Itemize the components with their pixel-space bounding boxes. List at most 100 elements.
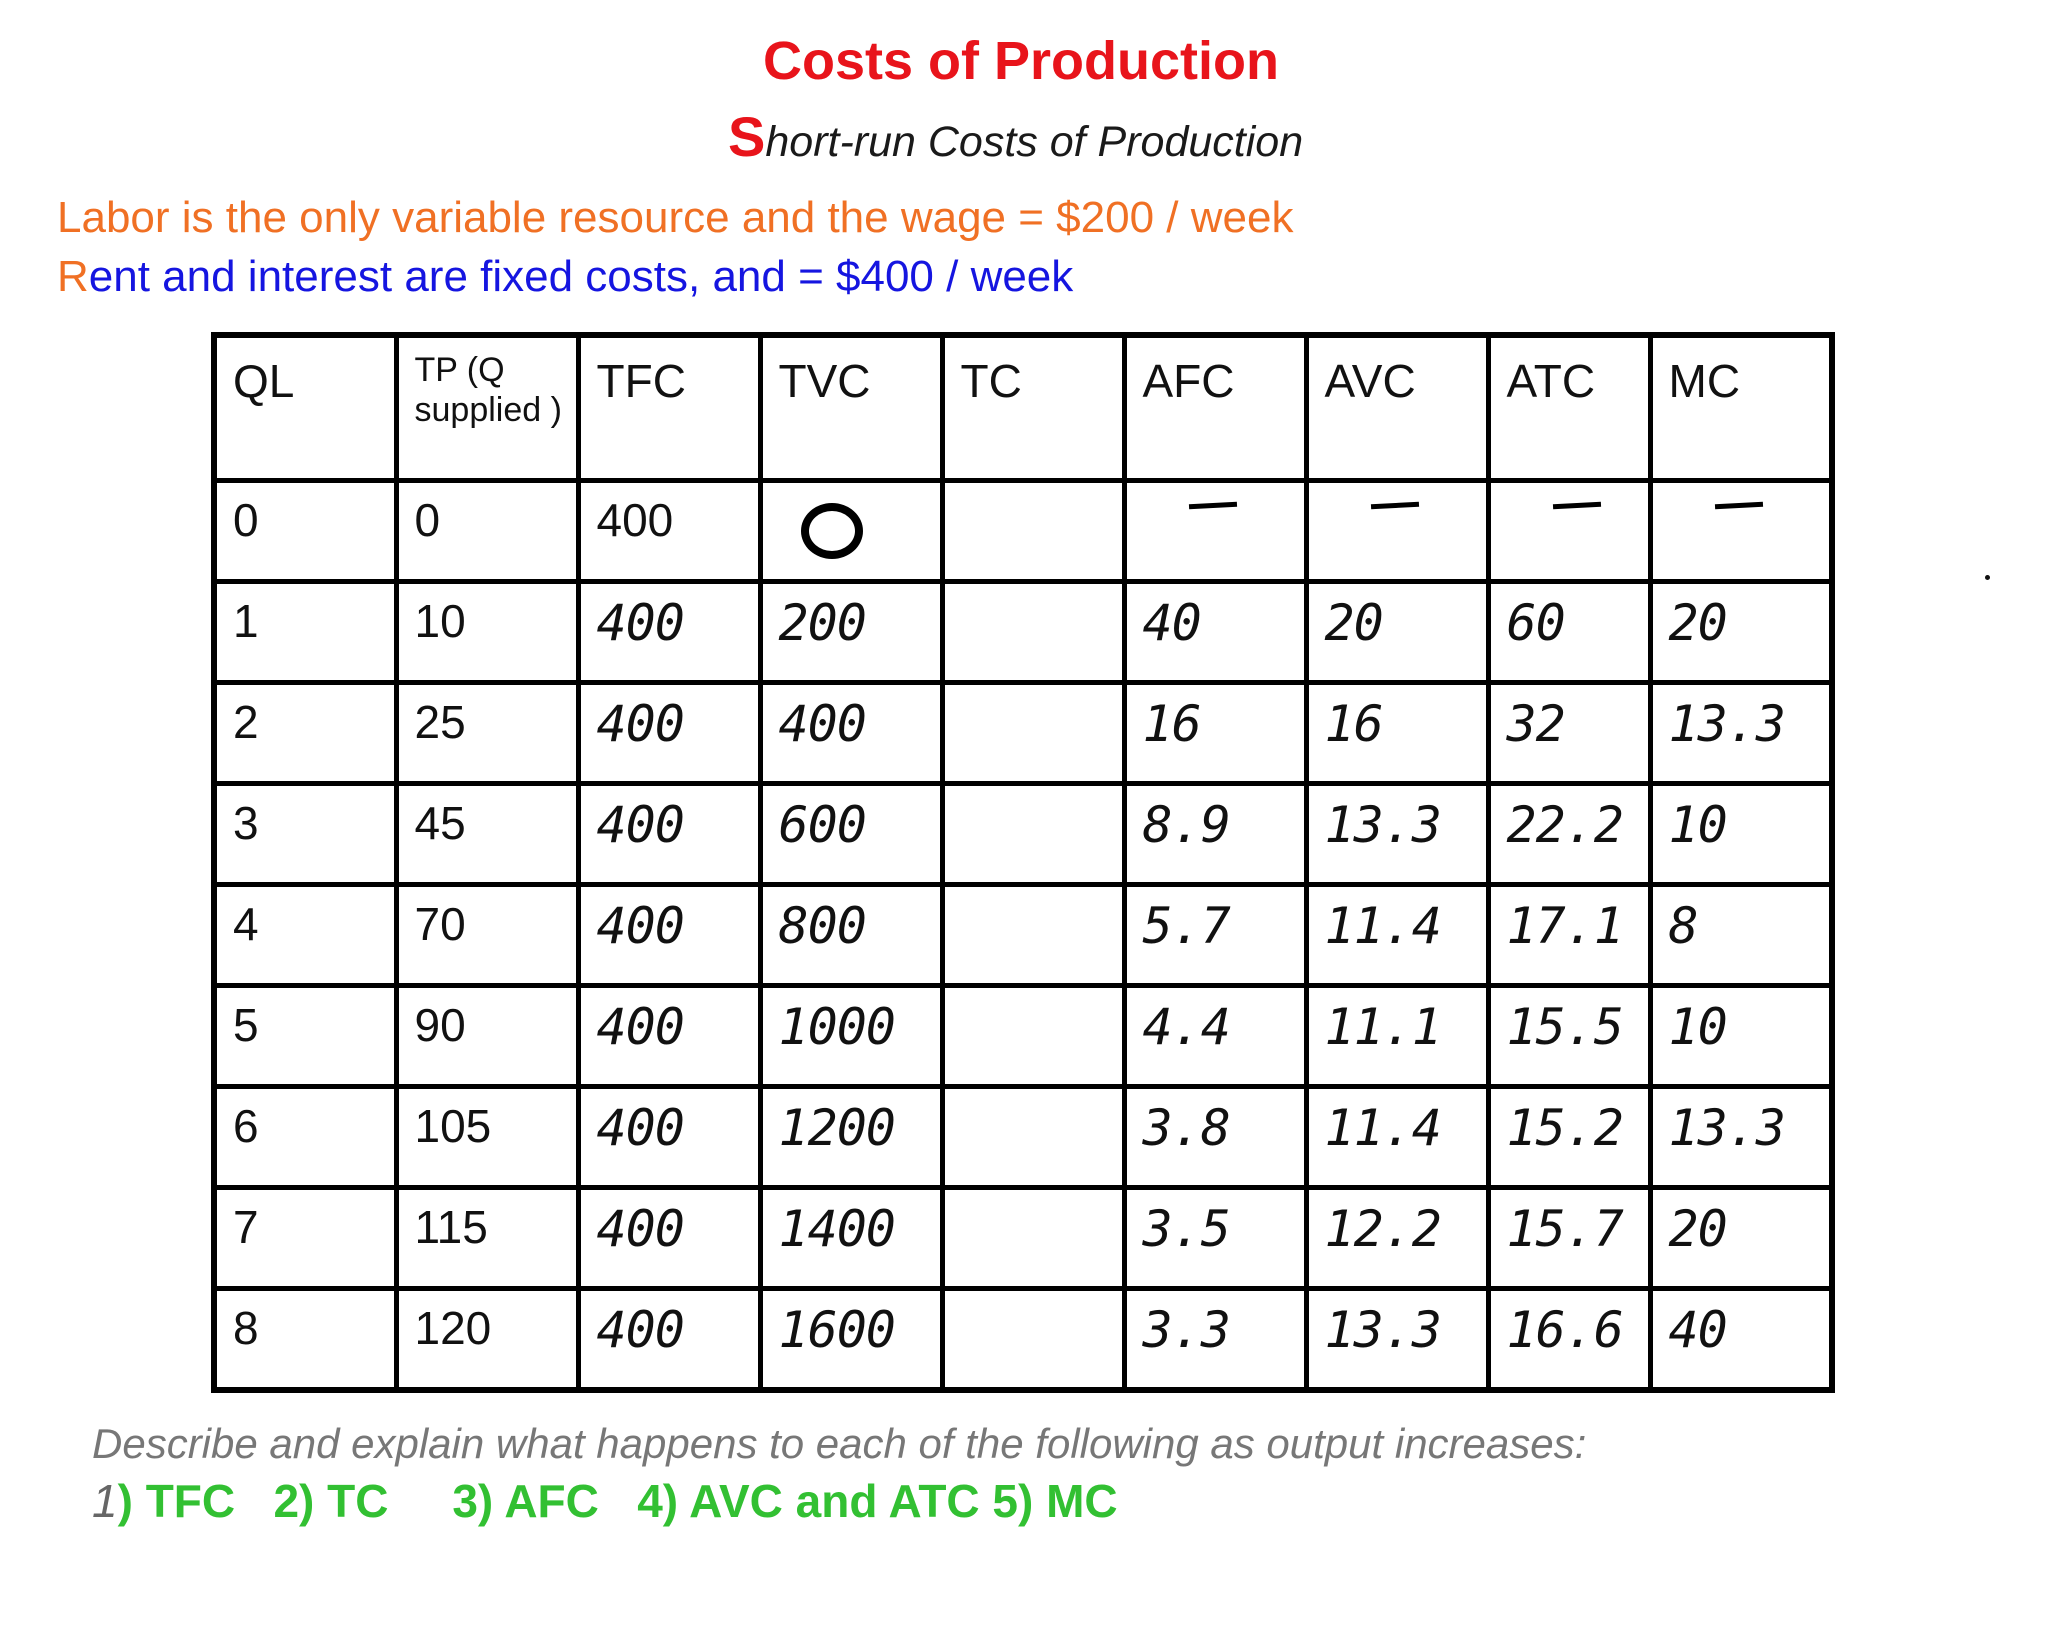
cell-value: 400 <box>596 1301 685 1359</box>
cell-value: 20 <box>1324 594 1384 652</box>
cell-ql: 5 <box>211 983 399 1089</box>
cost-table: QL TP (Q supplied ) TFC TVC TC AFC AVC A… <box>211 332 1835 1393</box>
header-avc: AVC <box>1303 332 1491 483</box>
cell-afc: 40 <box>1121 579 1309 685</box>
cell-mc: 10 <box>1647 781 1835 887</box>
cell-value: 11.1 <box>1324 998 1442 1056</box>
cell-avc: 20 <box>1303 579 1491 685</box>
table-row: 7 115 400 1400 3.5 12.2 15.7 20 <box>211 1185 1835 1291</box>
cell-value: 600 <box>778 796 867 854</box>
cell-value: 800 <box>778 897 867 955</box>
cell-afc: 16 <box>1121 680 1309 786</box>
table-header-row: QL TP (Q supplied ) TFC TVC TC AFC AVC A… <box>211 332 1835 483</box>
cell-value: 8 <box>1668 897 1699 955</box>
cell-atc <box>1485 478 1653 584</box>
cell-value: 15.2 <box>1506 1099 1624 1157</box>
table-row: 8 120 400 1600 3.3 13.3 16.6 40 <box>211 1286 1835 1393</box>
cell-atc: 22.2 <box>1485 781 1653 887</box>
cell-value: 400 <box>596 998 685 1056</box>
cell-value: 5.7 <box>1142 897 1231 955</box>
cell-afc: 4.4 <box>1121 983 1309 1089</box>
cell-tfc: 400 <box>575 1084 763 1190</box>
cell-ql: 4 <box>211 882 399 988</box>
cell-tc <box>939 579 1127 685</box>
cell-atc: 60 <box>1485 579 1653 685</box>
cell-avc <box>1303 478 1491 584</box>
cell-value: 1600 <box>778 1301 896 1359</box>
cell-atc: 15.5 <box>1485 983 1653 1089</box>
cell-mc: 10 <box>1647 983 1835 1089</box>
cell-tp: 0 <box>393 478 581 584</box>
cell-tp: 25 <box>393 680 581 786</box>
cell-mc <box>1647 478 1835 584</box>
cell-value: 400 <box>596 594 685 652</box>
cell-avc: 11.1 <box>1303 983 1491 1089</box>
table-row: 6 105 400 1200 3.8 11.4 15.2 13.3 <box>211 1084 1835 1190</box>
cell-tvc <box>757 478 945 584</box>
cell-value: 11.4 <box>1324 897 1442 955</box>
cell-value: 3.5 <box>1142 1200 1231 1258</box>
cell-value: 400 <box>596 494 674 546</box>
cell-tfc: 400 <box>575 983 763 1089</box>
cell-value <box>945 887 1122 897</box>
cell-value: 20 <box>1668 1200 1728 1258</box>
labor-wage-statement: Labor is the only variable resource and … <box>57 193 1294 242</box>
cell-value: 105 <box>414 1100 492 1152</box>
cell-value: 13.3 <box>1324 796 1442 854</box>
cell-value: 0 <box>414 494 441 546</box>
cell-tc <box>939 983 1127 1089</box>
cell-value: 15.7 <box>1506 1200 1624 1258</box>
cell-tfc: 400 <box>575 680 763 786</box>
cell-afc: 3.8 <box>1121 1084 1309 1190</box>
cell-tvc: 1600 <box>757 1286 945 1393</box>
fixed-cost-initial: R <box>57 252 89 301</box>
cell-tvc: 800 <box>757 882 945 988</box>
cell-value <box>945 988 1122 998</box>
subtitle-initial: S <box>728 105 766 168</box>
cell-value: 8 <box>233 1302 259 1354</box>
cell-value: 70 <box>414 898 466 950</box>
cell-atc: 17.1 <box>1485 882 1653 988</box>
header-ql: QL <box>211 332 399 483</box>
cell-tfc: 400 <box>575 1286 763 1393</box>
cell-ql: 8 <box>211 1286 399 1393</box>
cell-tvc: 1200 <box>757 1084 945 1190</box>
cell-value: 25 <box>414 696 466 748</box>
table-row: 1 10 400 200 40 20 60 20 <box>211 579 1835 685</box>
cell-atc: 15.7 <box>1485 1185 1653 1291</box>
cell-atc: 16.6 <box>1485 1286 1653 1393</box>
header-mc: MC <box>1647 332 1835 483</box>
cell-avc: 16 <box>1303 680 1491 786</box>
cell-value: 400 <box>596 1200 685 1258</box>
cell-ql: 7 <box>211 1185 399 1291</box>
cell-value: 400 <box>596 897 685 955</box>
header-tfc: TFC <box>575 332 763 483</box>
cell-value: 11.4 <box>1324 1099 1442 1157</box>
cell-tp: 70 <box>393 882 581 988</box>
cell-tp: 115 <box>393 1185 581 1291</box>
cell-tfc: 400 <box>575 882 763 988</box>
cell-value: 60 <box>1506 594 1566 652</box>
cell-afc: 8.9 <box>1121 781 1309 887</box>
cell-tc <box>939 680 1127 786</box>
cell-tc <box>939 781 1127 887</box>
handwritten-zero <box>800 503 863 559</box>
cell-value: 1 <box>233 595 259 647</box>
cell-value: 4.4 <box>1142 998 1231 1056</box>
stray-mark <box>1985 575 1990 580</box>
cell-value: 40 <box>1668 1301 1728 1359</box>
cell-ql: 0 <box>211 478 399 584</box>
cell-ql: 1 <box>211 579 399 685</box>
cell-tvc: 1000 <box>757 983 945 1089</box>
cell-mc: 8 <box>1647 882 1835 988</box>
cell-value: 400 <box>596 1099 685 1157</box>
cell-value: 13.3 <box>1324 1301 1442 1359</box>
header-afc: AFC <box>1121 332 1309 483</box>
table-row: 2 25 400 400 16 16 32 13.3 <box>211 680 1835 786</box>
cell-mc: 40 <box>1647 1286 1835 1393</box>
cell-value: 40 <box>1142 594 1202 652</box>
discussion-items: 1) TFC 2) TC 3) AFC 4) AVC and ATC 5) MC <box>92 1474 1118 1528</box>
cell-afc: 5.7 <box>1121 882 1309 988</box>
cell-value: 8.9 <box>1142 796 1231 854</box>
cell-value <box>945 1190 1122 1200</box>
